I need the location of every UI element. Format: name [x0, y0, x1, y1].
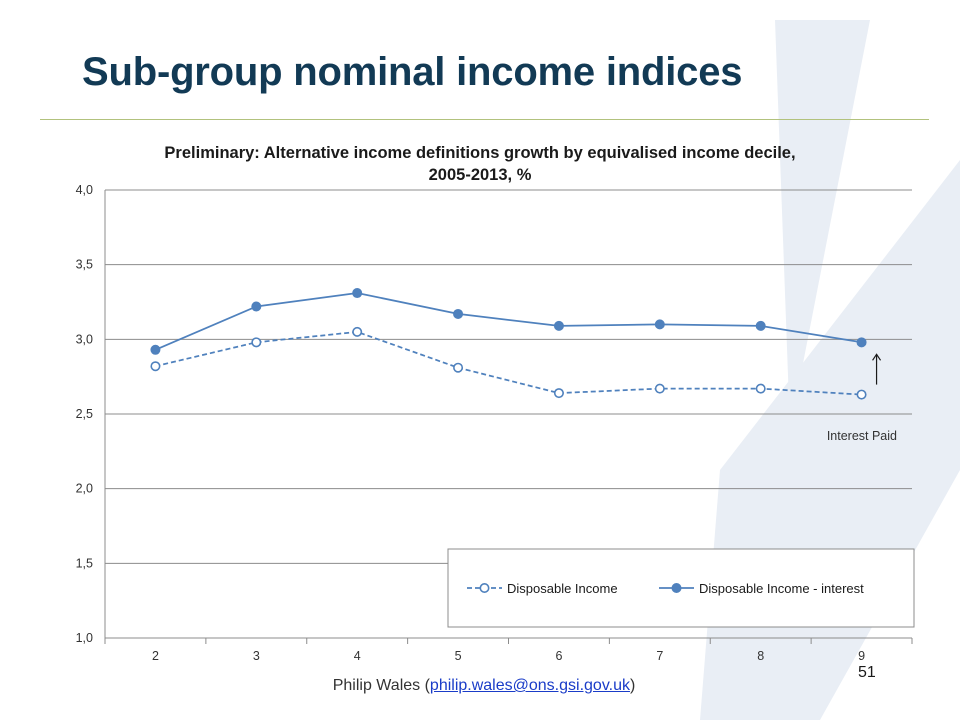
series-1-point — [352, 326, 363, 337]
slide-title: Sub-group nominal income indices — [82, 50, 743, 94]
series-2-point — [251, 301, 262, 312]
series-2-point — [654, 319, 665, 330]
title-divider — [40, 119, 929, 120]
y-tick-label: 3,0 — [76, 332, 93, 346]
series-1-point — [654, 383, 665, 394]
x-tick-label: 7 — [656, 649, 663, 663]
x-tick-label: 4 — [354, 649, 361, 663]
x-tick-label: 8 — [757, 649, 764, 663]
page-number: 51 — [858, 664, 876, 681]
arrow-up-head — [872, 353, 882, 361]
chart-axes: 1,0 1,5 2,0 2,5 3,0 3,5 4,0 2 3 4 5 6 7 8 9 — [76, 183, 913, 663]
x-tick-label: 2 — [152, 649, 159, 663]
chart-title-line-2: 2005-2013, % — [429, 166, 532, 184]
series-1-point — [251, 337, 262, 348]
chart-gridlines — [105, 189, 912, 639]
x-tick-label: 6 — [555, 649, 562, 663]
legend-swatch-marker — [479, 582, 490, 593]
y-tick-label: 2,0 — [76, 482, 93, 496]
chart-legend: Disposable Income Disposable Income - int… — [447, 548, 915, 628]
y-tick-label: 1,0 — [76, 631, 93, 645]
series-2-point — [553, 320, 564, 331]
y-tick-label: 1,5 — [76, 556, 93, 570]
series-2-point — [856, 337, 867, 348]
presenter-email-link[interactable]: philip.wales@ons.gsi.gov.uk — [429, 677, 630, 694]
presenter-credit: Philip Wales (philip.wales@ons.gsi.gov.u… — [0, 677, 960, 695]
x-tick-label: 5 — [455, 649, 462, 663]
y-tick-label: 3,5 — [76, 258, 93, 272]
series-2-point — [150, 344, 161, 355]
series-1-point — [755, 383, 766, 394]
chart-series — [150, 288, 867, 400]
y-tick-label: 4,0 — [76, 183, 93, 197]
legend-label: Disposable Income - interest — [699, 581, 864, 596]
legend-swatch-marker — [671, 582, 682, 593]
series-line-2 — [155, 292, 862, 351]
series-line-1 — [155, 331, 862, 396]
presenter-name: Philip Wales ( — [332, 677, 430, 694]
series-1-point — [453, 362, 464, 373]
series-1-point — [553, 388, 564, 399]
chart-title-line-1: Preliminary: Alternative income definiti… — [164, 144, 795, 162]
series-1-point — [150, 361, 161, 372]
series-1-point — [856, 389, 867, 400]
annotation-label: Interest Paid — [827, 429, 897, 443]
series-2-point — [352, 288, 363, 299]
chart-annotation: Interest Paid — [827, 353, 897, 443]
x-tick-label: 9 — [858, 649, 865, 663]
presenter-credit-close: ) — [629, 677, 636, 694]
series-2-point — [755, 320, 766, 331]
legend-label: Disposable Income — [507, 581, 618, 596]
y-tick-label: 2,5 — [76, 407, 93, 421]
series-2-point — [453, 308, 464, 319]
x-tick-label: 3 — [253, 649, 260, 663]
